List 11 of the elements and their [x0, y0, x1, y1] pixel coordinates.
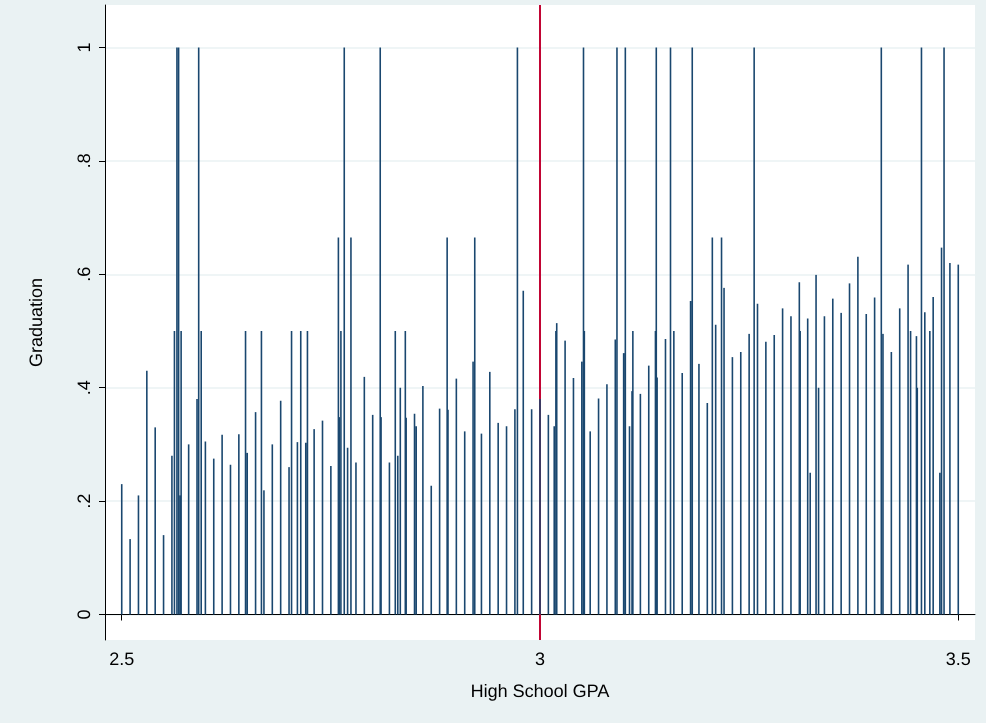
- y-tick-label: .8: [74, 153, 94, 168]
- y-tick-label: 0: [74, 609, 94, 620]
- y-tick-label: 1: [74, 42, 94, 53]
- x-tick-label: 3.5: [946, 649, 971, 669]
- y-axis-title: Graduation: [26, 278, 46, 368]
- y-tick-label: .4: [74, 380, 94, 396]
- x-axis-title: High School GPA: [470, 681, 610, 701]
- y-tick-label: .2: [74, 494, 94, 509]
- y-tick-label: .6: [74, 266, 94, 282]
- x-tick-label: 2.5: [109, 649, 134, 669]
- x-tick-label: 3: [534, 649, 546, 669]
